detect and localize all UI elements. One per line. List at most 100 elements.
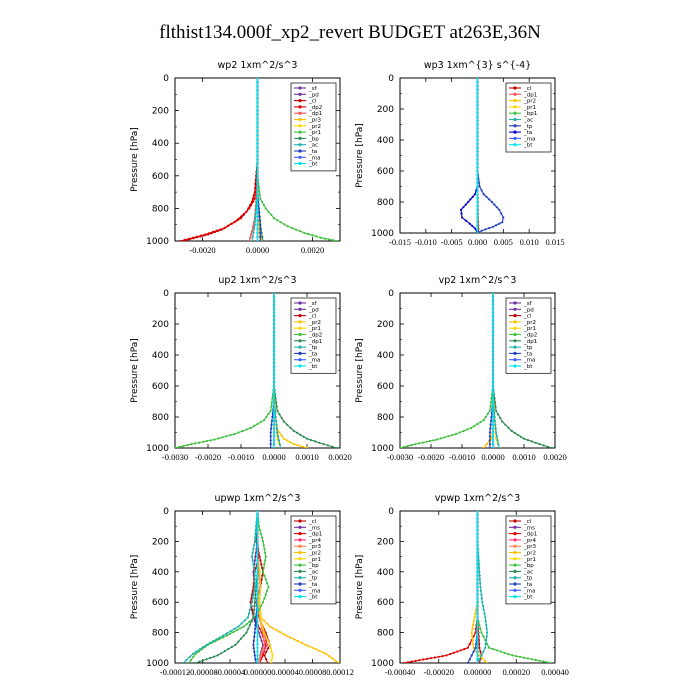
data-point [323, 237, 326, 240]
data-point [468, 222, 471, 225]
data-point [262, 619, 265, 622]
data-point [452, 651, 455, 655]
data-point [256, 207, 259, 210]
data-point [299, 433, 302, 436]
data-point [491, 322, 495, 326]
data-point [194, 661, 197, 663]
data-point [256, 170, 259, 173]
legend-marker [298, 569, 302, 574]
data-point [490, 415, 493, 419]
x-tick-label: -0.00020 [424, 667, 454, 677]
series-group [459, 78, 505, 233]
panel-6: vpwp 1xm^2/s^3 Pressure [hPa] 0 200 400 600 80… [355, 493, 569, 677]
data-point [179, 239, 182, 241]
data-point [272, 365, 276, 368]
data-point [249, 426, 252, 429]
data-point [494, 423, 497, 426]
data-point [259, 589, 262, 592]
data-point [471, 224, 474, 228]
data-point [282, 632, 285, 635]
data-point [252, 221, 255, 224]
legend-marker [513, 532, 517, 536]
legend-marker [513, 525, 517, 529]
data-point [542, 660, 545, 663]
data-point [251, 235, 254, 238]
data-point [256, 81, 259, 84]
x-tick-label: -0.0010 [449, 452, 475, 462]
data-point [253, 582, 256, 585]
y-tick-label: 800 [377, 629, 394, 639]
data-point [256, 215, 259, 218]
data-point [259, 227, 262, 230]
legend-marker [513, 364, 517, 368]
data-point [476, 559, 479, 562]
y-tick-label: 600 [152, 382, 169, 392]
data-point [406, 445, 409, 448]
data-point [550, 661, 553, 663]
data-point [534, 658, 537, 662]
legend-box [290, 82, 337, 172]
series-group [175, 293, 338, 448]
data-point [476, 627, 479, 630]
data-point [473, 424, 476, 427]
data-point [482, 446, 485, 448]
data-point [480, 654, 483, 657]
data-point [259, 231, 262, 234]
data-point [187, 237, 190, 240]
data-point [319, 236, 322, 239]
legend-marker [513, 124, 517, 128]
legend-marker [298, 345, 302, 349]
data-point [256, 582, 259, 585]
data-point [253, 574, 256, 577]
legend-marker [298, 105, 302, 109]
data-point [272, 384, 276, 388]
data-point [279, 221, 282, 224]
data-point [270, 419, 273, 422]
data-point [272, 404, 276, 407]
legend-marker [513, 557, 517, 561]
data-point [314, 648, 317, 651]
data-point [250, 601, 254, 604]
legend: _sf_pd_cl_pr2_pr1_dp2_dp1_tp_ta_ma_bt [290, 297, 337, 374]
data-point [476, 220, 479, 223]
data-point [272, 346, 276, 349]
data-point [471, 639, 474, 642]
data-point [208, 232, 211, 235]
data-point [272, 319, 276, 322]
data-point [302, 435, 305, 438]
data-point [221, 436, 224, 439]
data-point [476, 181, 479, 184]
data-point [474, 612, 477, 615]
data-point [476, 589, 479, 592]
legend-label: _bp1 [523, 111, 537, 117]
legend-marker [298, 576, 302, 580]
legend-marker [513, 326, 517, 330]
legend-label: _dp2 [308, 333, 322, 339]
data-point [474, 646, 477, 649]
data-point [550, 446, 553, 448]
data-point [201, 659, 205, 662]
data-point [476, 189, 479, 192]
data-point [495, 431, 498, 434]
data-point [335, 446, 338, 448]
data-point [248, 239, 251, 241]
legend-marker [298, 162, 302, 166]
data-point [327, 238, 331, 241]
data-point [260, 563, 263, 566]
legend-label: _cl [308, 99, 317, 105]
y-tick-label: 800 [377, 198, 394, 208]
data-point [254, 589, 257, 592]
data-point [476, 224, 479, 227]
data-point [221, 636, 224, 639]
legend-marker [298, 544, 302, 548]
y-axis-label: Pressure [hPa] [355, 123, 365, 188]
data-point [491, 319, 495, 322]
data-point [269, 439, 272, 442]
data-point [185, 658, 188, 662]
x-tick-label: 0.0020 [301, 245, 324, 255]
data-point [258, 570, 261, 573]
data-point [256, 563, 259, 566]
data-point [491, 400, 495, 403]
data-point [488, 227, 491, 230]
data-point [272, 330, 276, 333]
